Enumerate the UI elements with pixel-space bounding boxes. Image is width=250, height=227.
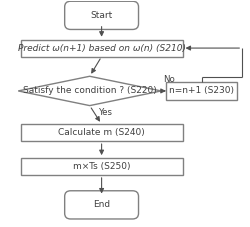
Text: m×Ts (S250): m×Ts (S250) [73, 162, 130, 171]
Text: n=n+1 (S230): n=n+1 (S230) [169, 86, 234, 95]
FancyBboxPatch shape [65, 1, 138, 30]
FancyBboxPatch shape [65, 191, 138, 219]
Text: Calculate m (S240): Calculate m (S240) [58, 128, 145, 137]
Polygon shape [18, 76, 161, 106]
Bar [20, 124, 182, 141]
Text: End: End [93, 200, 110, 209]
Text: Start: Start [90, 11, 113, 20]
Bar [20, 158, 182, 175]
Bar [166, 82, 238, 100]
Text: Satisfy the condition ? (S220): Satisfy the condition ? (S220) [23, 86, 156, 95]
Bar [20, 40, 182, 57]
Text: Predict ω(n+1) based on ω(n) (S210): Predict ω(n+1) based on ω(n) (S210) [18, 44, 185, 53]
Text: Yes: Yes [99, 108, 113, 117]
Text: No: No [164, 75, 175, 84]
